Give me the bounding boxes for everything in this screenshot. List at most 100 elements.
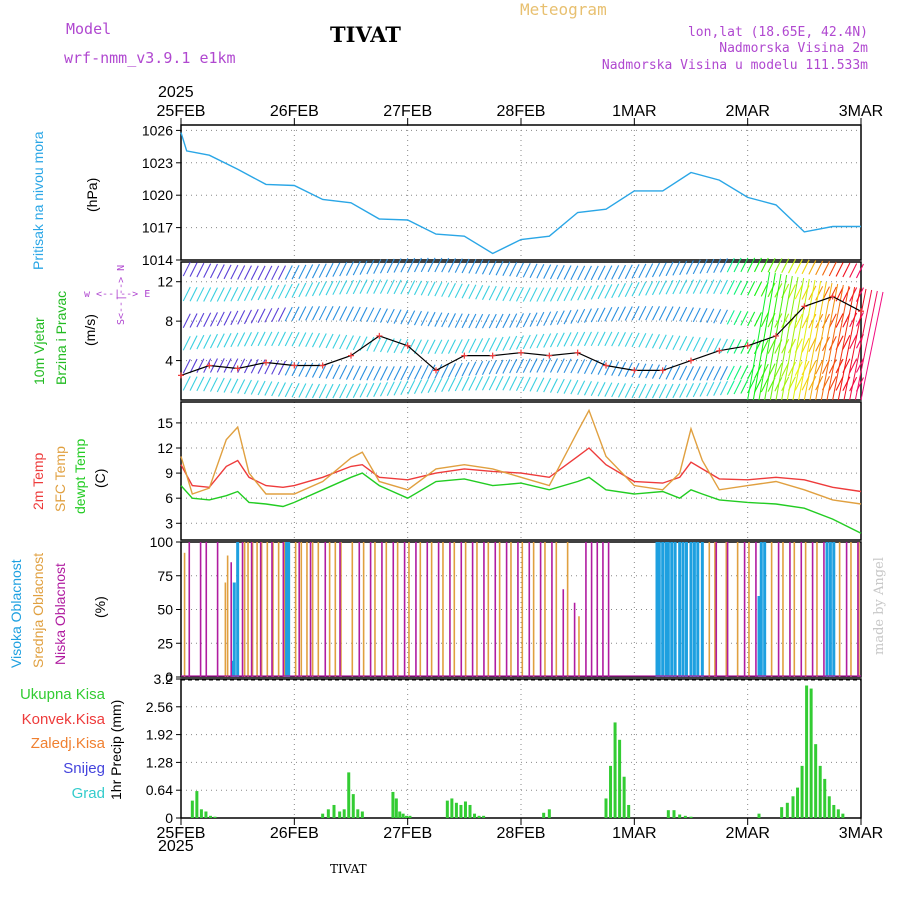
wind-barb-strong [775,276,799,401]
wind-barb [794,313,803,329]
wind-barb [556,265,565,280]
wind-barb [257,331,266,347]
wind-barb [577,265,586,281]
wind-barb [345,261,354,276]
wind-barb [373,382,382,397]
wind-barb-strong [837,287,861,401]
wind-barb [189,376,198,391]
precip-bar [351,794,355,818]
wind-barb [556,378,565,394]
wind-barb [454,313,463,328]
wind-barb [386,366,395,381]
y-tick-label: 1017 [142,220,173,236]
wind-barb-strong [809,282,833,401]
wind-barb [237,310,246,325]
wind-barb [257,380,266,396]
wind-barb [468,361,477,377]
precip-bar [613,722,617,818]
wind-barb [849,263,858,278]
wind-barb [651,364,660,379]
wind-barb [379,308,388,323]
wind-barb [645,305,654,321]
wind-barb [692,382,701,398]
precip-bar [604,798,608,818]
wind-barb [536,263,545,279]
wind-barb [719,279,728,295]
wind-barb [318,305,327,321]
wind-barb [672,383,681,399]
temp-unit-label: (C) [92,468,108,488]
wind-barb [529,287,538,302]
wind-barb [665,279,674,295]
y-tick-label: 0 [165,810,173,826]
wind-barb [400,309,409,325]
precip-bar [841,813,845,818]
wind-barb [522,263,531,278]
pressure-side-label: Pritisak na nivou mora [30,131,46,270]
wind-barb [413,379,422,394]
wind-gust-marker [404,342,411,349]
precip-bar [818,765,822,818]
wind-barb [645,383,654,399]
wind-barb [808,260,817,275]
wind-barb [189,313,198,328]
wind-barb [318,363,327,379]
wind-barb [400,338,409,354]
wind-barb [529,334,538,349]
wind-barb [223,358,232,373]
wind-barb [454,362,463,378]
wind-barb [481,375,490,391]
wind-barb [617,306,626,321]
wind-barb [359,383,368,398]
wind-barb-strong [815,283,839,401]
wind-barb [495,286,504,301]
wind-barb [271,307,280,323]
wind-barb [597,381,606,397]
precip-bar [347,772,351,818]
y-tick-label: 50 [157,602,173,618]
wind-barb [631,306,640,321]
wind-barb [794,376,803,391]
wind-barb [196,262,205,278]
wind-barb [597,265,606,281]
wind-barb [563,358,572,374]
panel-temperature [176,401,862,541]
pressure-unit-label: (hPa) [84,177,100,212]
wind-barb [529,377,538,392]
wind-gust-marker [376,332,383,339]
wind-barb [733,310,742,326]
wind-barb [339,383,348,399]
sfctemp-side-label: SFC Temp [52,446,68,512]
wind-barb-strong [752,272,776,401]
precip-bar [796,787,800,818]
wind-barb [726,257,735,273]
wind-barb [590,265,599,281]
wind-barb [808,375,817,391]
wind-gust-marker [518,349,524,356]
wind-barb [230,358,239,373]
y-tick-label: 1020 [142,187,173,203]
wind-barb [407,280,416,295]
wind-barb [250,309,259,324]
wind-barb [264,265,273,281]
wind-barb [441,257,450,273]
wind-barb [685,365,694,381]
wind-barb [699,308,708,323]
precip-bar [208,815,212,818]
wind-barb [713,381,722,396]
precip-bar [459,804,463,818]
wind-barb [434,377,443,393]
wind-gust-marker [773,332,779,339]
precip-bar [627,804,631,818]
wind-barb [400,380,409,396]
wind-barb [699,279,708,294]
wind-barb [733,379,742,395]
wind-barb [801,337,810,353]
wind-barb [386,381,395,397]
wind-barb [611,331,620,347]
wind-gust-marker [461,352,468,359]
wind-barb [706,337,715,353]
wind-barb [271,265,280,281]
precip-bar [809,688,813,818]
wind-barb [386,308,395,324]
